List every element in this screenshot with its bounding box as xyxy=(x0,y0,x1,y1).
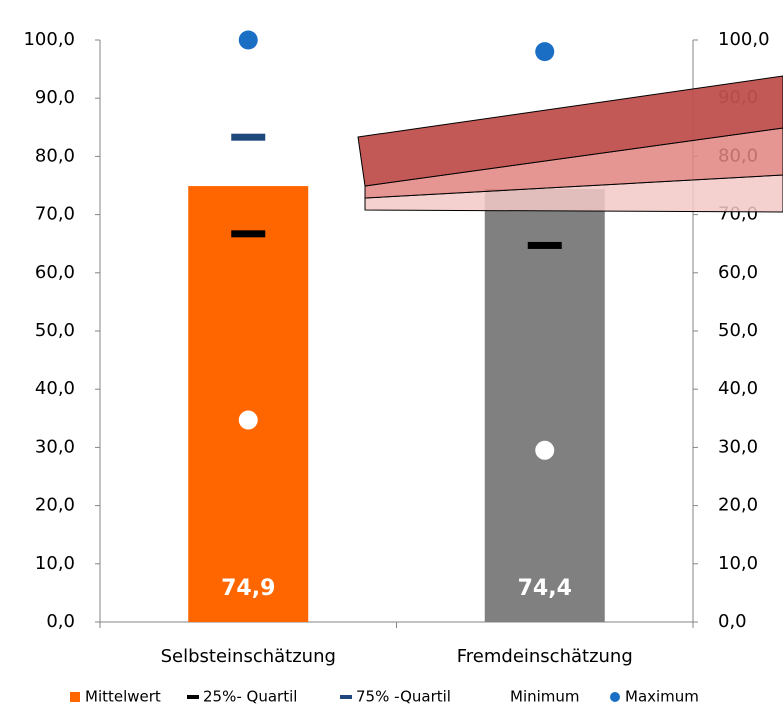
value-label: 74,4 xyxy=(518,576,572,601)
y2-tick-label: 10,0 xyxy=(718,553,758,574)
y-tick-label: 10,0 xyxy=(35,553,75,574)
y2-tick-label: 50,0 xyxy=(718,320,758,341)
quartile-mark xyxy=(528,242,562,249)
y-tick-label: 20,0 xyxy=(35,495,75,516)
point xyxy=(239,411,258,430)
legend-marker xyxy=(187,695,199,699)
legend-label: Mittelwert xyxy=(85,688,161,706)
y-tick-label: 50,0 xyxy=(35,320,75,341)
y-tick-label: 60,0 xyxy=(35,262,75,283)
y2-tick-label: 20,0 xyxy=(718,495,758,516)
y-tick-label: 30,0 xyxy=(35,436,75,457)
legend-marker xyxy=(70,692,80,702)
point xyxy=(535,441,554,460)
y-tick-label: 40,0 xyxy=(35,378,75,399)
bar xyxy=(485,189,605,622)
y2-tick-label: 30,0 xyxy=(718,436,758,457)
y-tick-label: 90,0 xyxy=(35,87,75,108)
y-tick-label: 70,0 xyxy=(35,204,75,225)
chart: 0,0 10,0 20,0 30,0 40,0 50,0 60,0 70,0 80,0 90,0 1… xyxy=(0,0,783,716)
legend-marker xyxy=(340,695,352,699)
y-tick-label: 80,0 xyxy=(35,145,75,166)
overlay-shape xyxy=(358,76,783,212)
y-tick-label: 100,0 xyxy=(23,29,75,50)
legend-label: 75% -Quartil xyxy=(356,688,451,706)
quartile-mark xyxy=(231,230,265,237)
y-tick-label: 0,0 xyxy=(46,611,75,632)
value-label: 74,9 xyxy=(221,576,275,601)
legend-label: 25%- Quartil xyxy=(203,688,297,706)
bar xyxy=(188,186,308,622)
x-tick-label: Selbsteinschätzung xyxy=(161,646,336,667)
legend-label: Minimum xyxy=(510,688,580,706)
legend-marker xyxy=(495,692,505,702)
legend-marker xyxy=(610,692,620,702)
y2-tick-label: 0,0 xyxy=(718,611,747,632)
y2-tick-label: 40,0 xyxy=(718,378,758,399)
point xyxy=(239,31,258,50)
quartile-mark xyxy=(231,134,265,141)
x-tick-label: Fremdeinschätzung xyxy=(457,646,633,667)
legend-label: Maximum xyxy=(625,688,699,706)
y2-tick-label: 60,0 xyxy=(718,262,758,283)
point xyxy=(535,42,554,61)
y2-tick-label: 100,0 xyxy=(718,29,770,50)
